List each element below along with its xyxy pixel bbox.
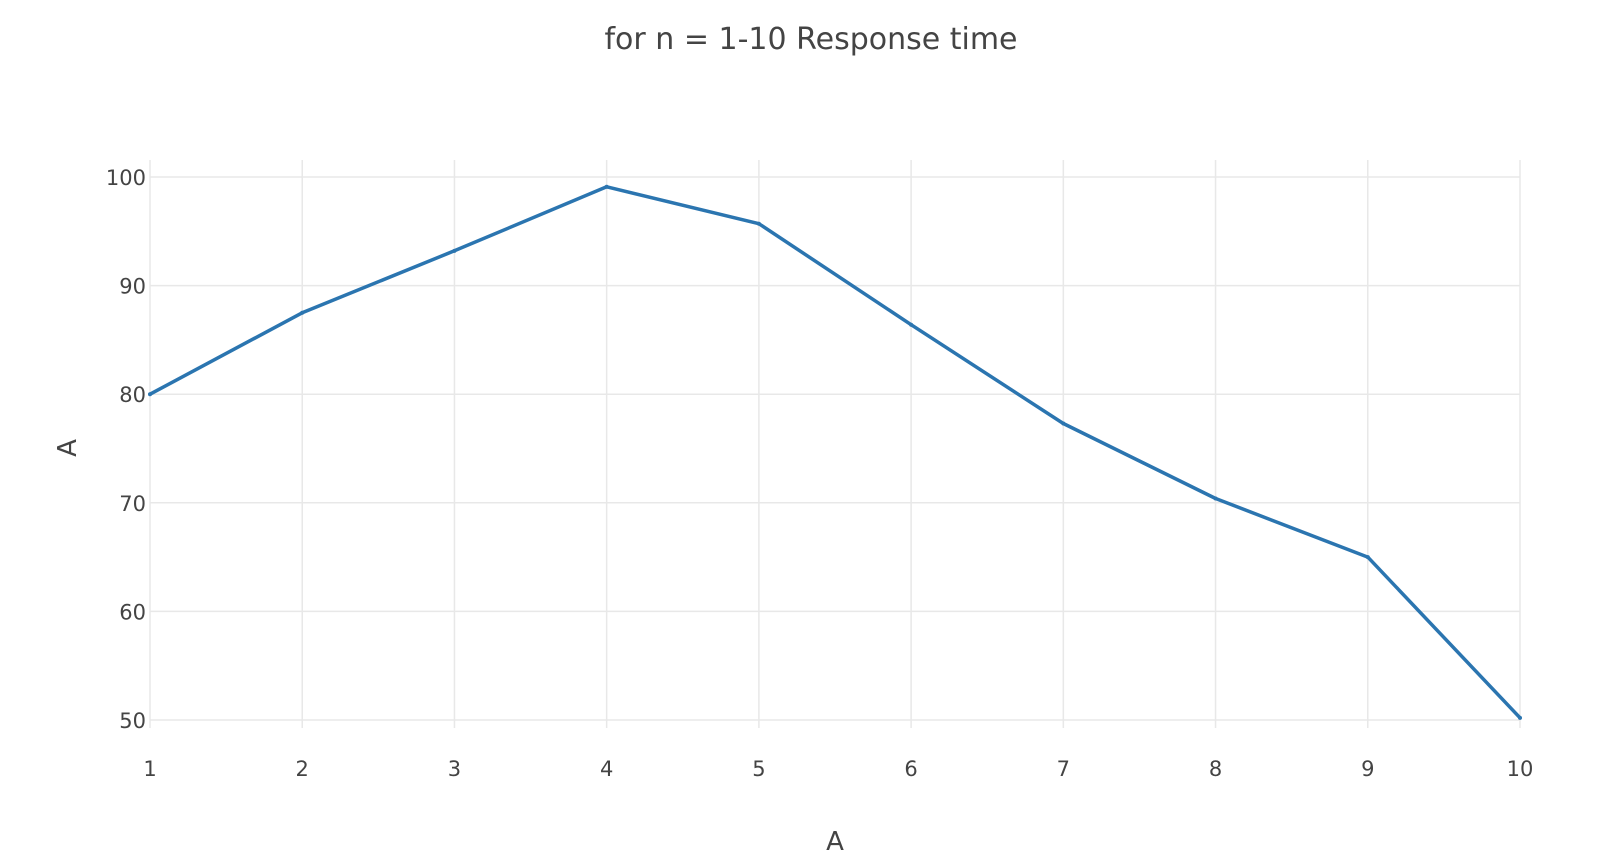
y-tick-label: 50	[119, 709, 146, 733]
chart-title: for n = 1-10 Response time	[604, 22, 1018, 57]
x-tick-label: 9	[1361, 757, 1374, 781]
x-axis-title: A	[826, 827, 844, 857]
x-tick-label: 2	[296, 757, 309, 781]
data-point	[1518, 715, 1522, 720]
y-tick-label: 100	[106, 166, 146, 190]
data-point	[604, 184, 609, 189]
series-line	[148, 185, 1522, 720]
series	[148, 184, 1522, 720]
data-point	[756, 221, 761, 226]
x-axis-ticks: 1 2 3 4 5 6 7 8 9 10	[143, 757, 1533, 781]
data-point	[148, 392, 152, 397]
data-point	[452, 248, 457, 253]
data-point	[1365, 555, 1370, 560]
x-tick-label: 3	[448, 757, 461, 781]
y-tick-label: 70	[119, 492, 146, 516]
data-point	[1061, 421, 1066, 426]
x-tick-label: 1	[143, 757, 156, 781]
x-tick-label: 6	[904, 757, 917, 781]
x-tick-label: 7	[1057, 757, 1070, 781]
grid	[149, 160, 1521, 728]
y-axis-title: A	[53, 439, 83, 457]
x-tick-label: 4	[600, 757, 613, 781]
x-tick-label: 10	[1507, 757, 1534, 781]
y-tick-label: 90	[119, 275, 146, 299]
data-point	[1213, 496, 1218, 501]
y-axis-ticks: 50 60 70 80 90 100	[106, 166, 146, 733]
data-point	[300, 310, 305, 315]
y-tick-label: 80	[119, 383, 146, 407]
y-tick-label: 60	[119, 600, 146, 624]
x-tick-label: 8	[1209, 757, 1222, 781]
data-point	[909, 322, 914, 327]
x-tick-label: 5	[752, 757, 765, 781]
